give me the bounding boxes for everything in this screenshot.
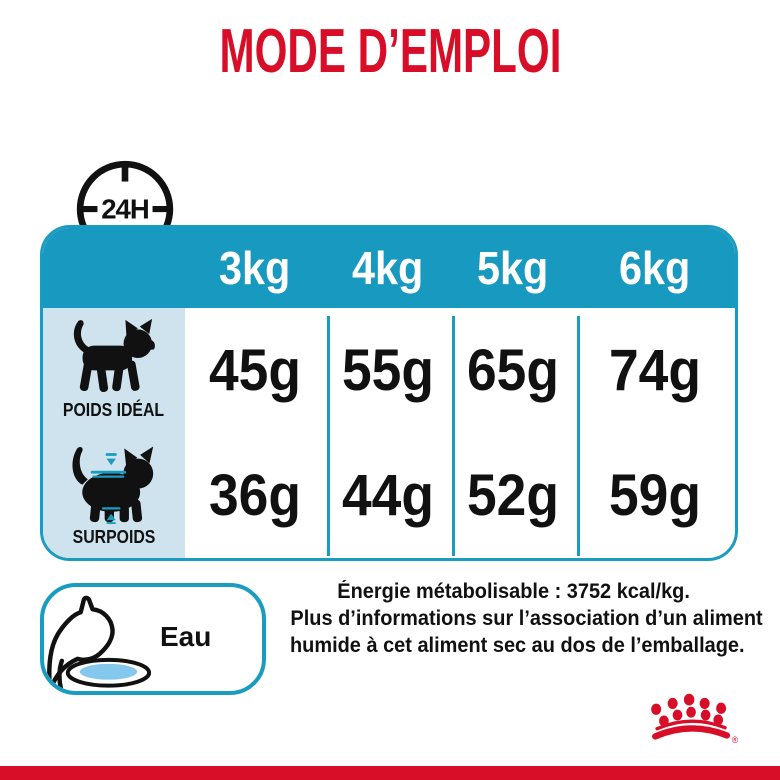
value-over-5kg: 52g [466, 463, 559, 528]
value-over-4kg: 44g [341, 463, 434, 528]
feeding-table-header: 3kg 4kg 5kg 6kg [43, 228, 735, 308]
energy-note: Énergie métabolisable : 3752 kcal/kg. Pl… [278, 578, 763, 659]
water-box: Eau [40, 583, 266, 695]
clock-label: 24H [101, 193, 149, 224]
cat-ideal-weight-icon [73, 318, 155, 392]
energy-note-line2: Plus d’informations sur l’association d’… [290, 607, 763, 630]
value-ideal-3kg: 45g [209, 338, 301, 403]
registered-mark: ® [732, 735, 739, 745]
column-separator [577, 316, 580, 556]
cat-drinking-icon [47, 595, 152, 691]
value-over-3kg: 36g [209, 463, 301, 528]
header-4kg: 4kg [351, 242, 424, 294]
column-separator [327, 316, 330, 556]
header-6kg: 6kg [619, 242, 691, 294]
value-ideal-5kg: 65g [466, 338, 559, 403]
row-ideal-weight: POIDS IDÉAL [43, 308, 185, 433]
feeding-table: 3kg 4kg 5kg 6kg [40, 225, 738, 561]
water-label: Eau [160, 621, 212, 652]
cat-overweight-icon [72, 446, 154, 524]
energy-note-line3: humide à cet aliment sec au dos de l’emb… [289, 634, 745, 657]
bottom-red-bar [0, 766, 780, 780]
feeding-table-body: POIDS IDÉAL 45g 55g 65g 74g [43, 308, 735, 558]
row-label-ideal-weight: POIDS IDÉAL [63, 399, 165, 420]
row-overweight: SURPOIDS [43, 433, 185, 558]
row-label-overweight: SURPOIDS [72, 526, 156, 547]
value-ideal-4kg: 55g [341, 338, 434, 403]
page-title: MODE D’EMPLOI [219, 17, 561, 86]
header-3kg: 3kg [219, 242, 291, 294]
value-over-6kg: 59g [609, 463, 701, 528]
header-5kg: 5kg [476, 242, 549, 294]
energy-note-line1: Énergie métabolisable : 3752 kcal/kg. [337, 580, 691, 603]
royal-canin-crown-logo: ® [651, 693, 739, 745]
column-separator [452, 316, 455, 556]
value-ideal-6kg: 74g [609, 338, 701, 403]
